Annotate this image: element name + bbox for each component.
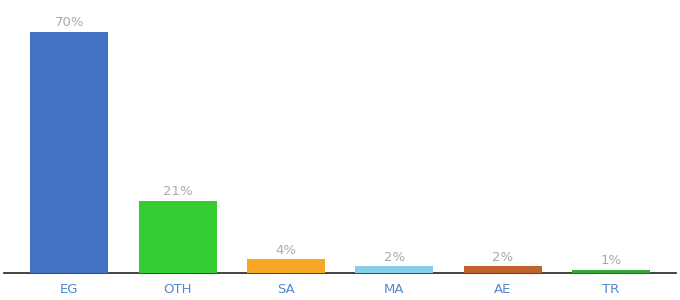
Bar xyxy=(247,259,325,273)
Text: 70%: 70% xyxy=(54,16,84,29)
Bar xyxy=(572,270,650,273)
Bar xyxy=(139,201,216,273)
Text: 21%: 21% xyxy=(163,185,192,198)
Text: 2%: 2% xyxy=(492,251,513,264)
Text: 1%: 1% xyxy=(600,254,622,267)
Text: 2%: 2% xyxy=(384,251,405,264)
Bar xyxy=(464,266,541,273)
Bar xyxy=(30,32,108,273)
Text: 4%: 4% xyxy=(275,244,296,257)
Bar xyxy=(355,266,433,273)
